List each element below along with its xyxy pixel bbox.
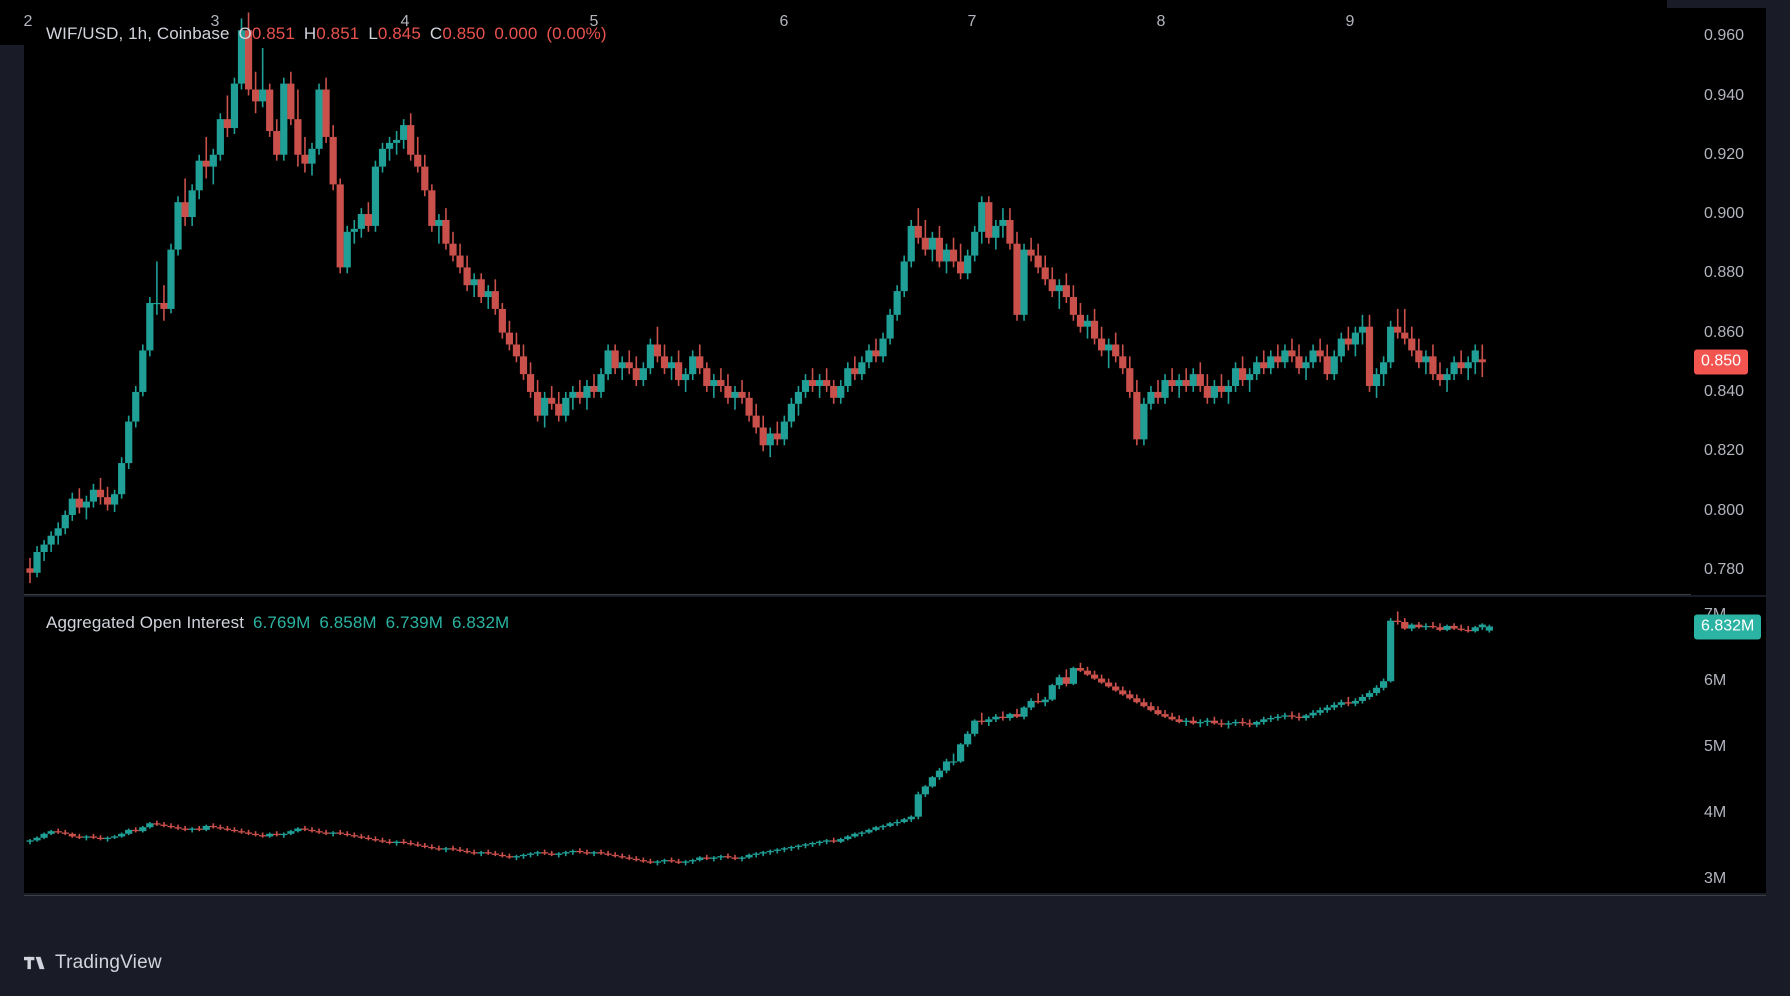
- axis-tick-label: 0.820: [1704, 442, 1745, 460]
- tradingview-branding[interactable]: TradingView: [24, 952, 162, 974]
- tradingview-logo-icon: [24, 956, 45, 970]
- high-value: 0.851: [316, 24, 360, 43]
- close-value: 0.850: [442, 24, 486, 43]
- time-axis-tick-label: 4: [400, 13, 410, 30]
- time-axis-tick-label: 8: [1156, 13, 1166, 30]
- price-legend: WIF/USD, 1h, Coinbase O0.851 H0.851 L0.845 C…: [46, 24, 607, 44]
- high-prefix: H: [303, 24, 317, 43]
- pane-divider-upper[interactable]: [24, 594, 1766, 595]
- open-interest-axis[interactable]: 7M6M5M4M3M6.832M: [1691, 597, 1766, 893]
- time-axis-tick-label: 7: [967, 13, 977, 30]
- price-chart-pane[interactable]: [24, 8, 1691, 595]
- oi-low-value: 6.739M: [385, 613, 443, 632]
- low-prefix: L: [368, 24, 378, 43]
- axis-tick-label: 0.880: [1704, 264, 1745, 282]
- axis-tick-label: 4M: [1704, 803, 1727, 821]
- axis-tick-label: 0.840: [1704, 382, 1745, 400]
- oi-title-label[interactable]: Aggregated Open Interest: [46, 613, 245, 632]
- low-value: 0.845: [377, 24, 421, 43]
- open-interest-legend: Aggregated Open Interest 6.769M 6.858M 6.73…: [46, 613, 509, 633]
- time-axis-tick-label: 2: [23, 13, 33, 30]
- current-price-badge: 0.850: [1694, 349, 1749, 375]
- axis-tick-label: 6M: [1704, 672, 1727, 690]
- axis-tick-label: 5M: [1704, 738, 1727, 755]
- axis-tick-label: 0.860: [1704, 323, 1745, 341]
- time-axis-tick-label: 5: [589, 13, 599, 30]
- oi-high-value: 6.858M: [319, 613, 377, 632]
- price-axis[interactable]: 0.960 0.940 0.920 0.900 0.880 0.860 0.840 0.820…: [1691, 8, 1766, 595]
- open-prefix: O: [238, 24, 252, 43]
- close-prefix: C: [429, 24, 443, 43]
- oi-open-value: 6.769M: [253, 613, 311, 632]
- axis-tick-label: 0.920: [1704, 145, 1745, 163]
- axis-tick-label: 0.780: [1704, 560, 1745, 578]
- change-percent: (0.00%): [546, 24, 607, 43]
- pane-divider-lower[interactable]: [24, 895, 1766, 896]
- time-axis-tick-label: 3: [210, 13, 220, 30]
- open-value: 0.851: [251, 24, 295, 43]
- change-value: 0.000: [494, 24, 538, 43]
- open-interest-candlestick-svg: [26, 611, 1493, 866]
- open-interest-pane[interactable]: [24, 597, 1691, 893]
- axis-tick-label: 3M: [1704, 869, 1727, 887]
- time-axis-tick-label: 9: [1345, 13, 1355, 30]
- axis-tick-label: 0.800: [1704, 501, 1745, 519]
- price-candlestick-svg: [26, 12, 1486, 584]
- axis-tick-label: 0.960: [1704, 27, 1745, 45]
- tradingview-wordmark: TradingView: [55, 952, 162, 973]
- current-open-interest-badge: 6.832M: [1694, 614, 1762, 639]
- oi-close-value: 6.832M: [451, 613, 510, 632]
- axis-tick-label: 0.900: [1704, 205, 1745, 222]
- time-axis-tick-label: 6: [779, 13, 789, 30]
- price-symbol-label[interactable]: WIF/USD, 1h, Coinbase: [46, 24, 230, 43]
- axis-tick-label: 0.940: [1704, 86, 1745, 104]
